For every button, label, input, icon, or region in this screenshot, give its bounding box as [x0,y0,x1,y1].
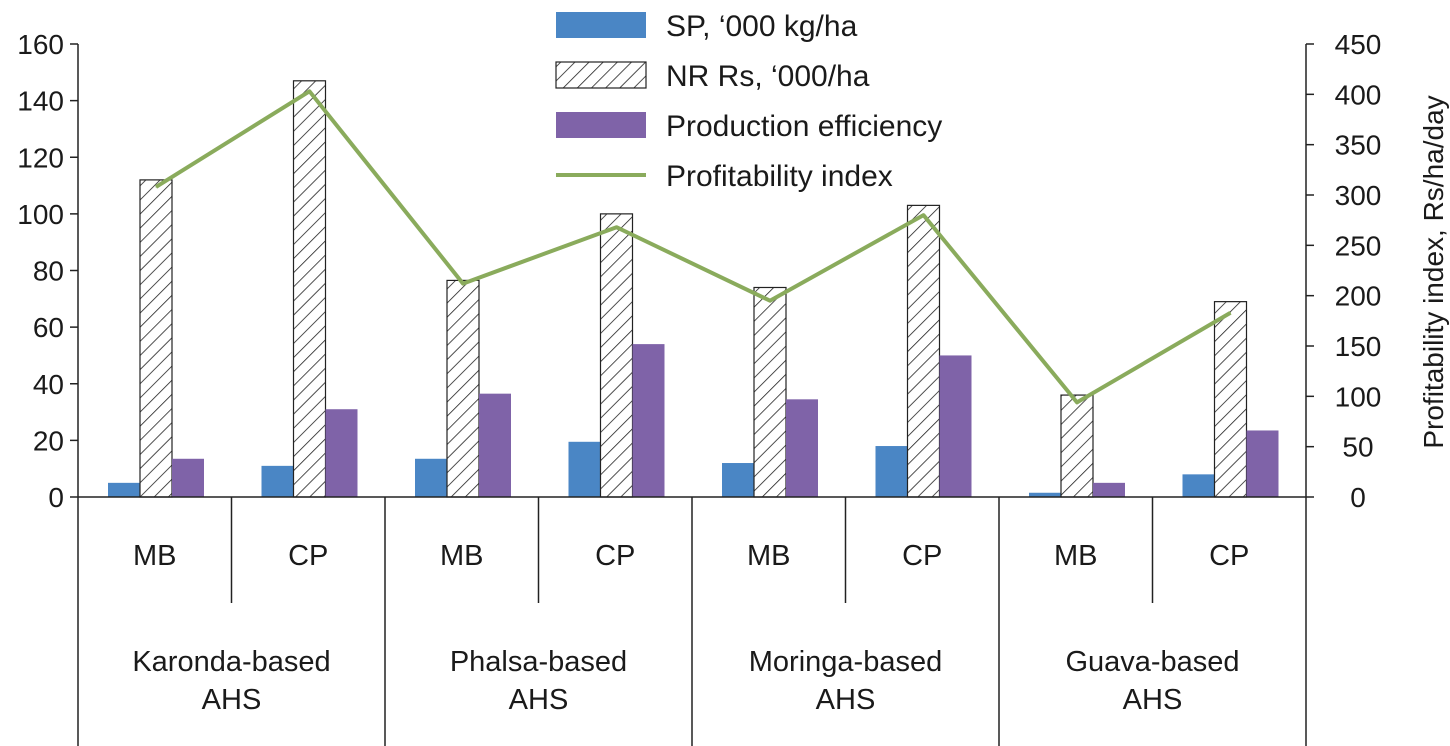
bar-sp [1029,492,1061,497]
axes: 0 20 40 60 80 100 120 140 160 0 50 100 150 200 250 300 3… [17,29,1449,716]
y-tick-label-right: 200 [1335,281,1382,312]
legend-swatch-hatched [555,61,647,89]
y-tick-label-left: 60 [33,312,64,343]
y-tick-label-right: 350 [1335,130,1382,161]
bar-nr [1060,394,1094,498]
bar-nr [906,204,941,498]
bar-nr [753,286,787,498]
profitability-point [616,226,617,228]
legend-label: Production efficiency [666,110,942,143]
bar-sp [1182,474,1215,497]
y-tick-label-left: 20 [33,425,64,456]
y-tick-label-left: 120 [17,142,64,173]
profitability-line [154,89,1232,405]
y-tick-label-left: 0 [48,482,64,513]
y-tick-label-left: 80 [33,256,64,287]
bar-production-efficiency [1093,482,1125,497]
y-tick-label-right: 100 [1335,381,1382,412]
bar-production-efficiency [786,399,818,497]
legend-label: SP, ‘000 kg/ha [666,10,858,43]
category-label: MB [747,540,791,572]
bar-nr [1213,301,1248,498]
y-tick-label-right: 50 [1342,432,1373,463]
profitability-point [1230,312,1231,314]
bar-sp [261,465,294,497]
bar-sp [875,446,908,497]
y-tick-label-right: 450 [1335,29,1382,60]
y-axis-right-title: Profitability index, Rs/ha/day [1418,95,1449,448]
category-label: CP [902,540,942,572]
legend-label: NR Rs, ‘000/ha [666,60,870,93]
y-tick-label-right: 250 [1335,230,1382,261]
profitability-point [462,283,464,285]
profitability-point [769,300,771,302]
y-tick-label-left: 40 [33,369,64,400]
profitability-index-line [154,89,1232,405]
bar-nr [292,80,327,498]
bar-production-efficiency [1246,430,1279,497]
bar-production-efficiency [479,393,511,497]
category-label: MB [133,540,177,572]
category-label: MB [440,540,484,572]
bar-nr [139,179,173,498]
category-label: CP [595,540,635,572]
bar-production-efficiency [632,344,665,497]
y-tick-label-right: 0 [1350,482,1366,513]
y-tick-label-right: 400 [1335,79,1382,110]
profitability-point [309,90,310,92]
group-label-line2: AHS [509,684,569,716]
category-grid [77,497,1307,746]
group-label-line1: Phalsa-based [450,646,627,678]
group-label-line2: AHS [1123,684,1183,716]
category-label: CP [1209,540,1249,572]
category-label: CP [288,540,328,572]
bar-production-efficiency [325,409,358,497]
legend-swatch [556,112,646,138]
bar-sp [722,463,754,497]
bar-nr [446,279,480,498]
bar-sp [108,482,140,497]
bar-nr [599,213,634,498]
profitability-point [1076,401,1078,403]
y-tick-label-left: 140 [17,86,64,117]
legend-swatch [556,12,646,38]
bars [108,80,1279,498]
y-tick-label-right: 300 [1335,180,1382,211]
bar-production-efficiency [172,458,204,497]
bar-sp [568,441,601,497]
legend: SP, ‘000 kg/ha NR Rs, ‘000/ha Production e… [555,10,942,193]
profitability-point [155,186,157,188]
bar-sp [415,458,447,497]
y-tick-label-left: 160 [17,29,64,60]
group-label-line1: Moringa-based [749,646,942,678]
bar-production-efficiency [939,355,972,497]
group-label-line1: Guava-based [1065,646,1239,678]
group-label-line2: AHS [816,684,876,716]
profitability-point [923,214,924,216]
y-tick-label-left: 100 [17,199,64,230]
group-label-line2: AHS [202,684,262,716]
legend-label: Profitability index [666,160,893,193]
group-label-line1: Karonda-based [132,646,330,678]
y-tick-label-right: 150 [1335,331,1382,362]
category-label: MB [1054,540,1098,572]
